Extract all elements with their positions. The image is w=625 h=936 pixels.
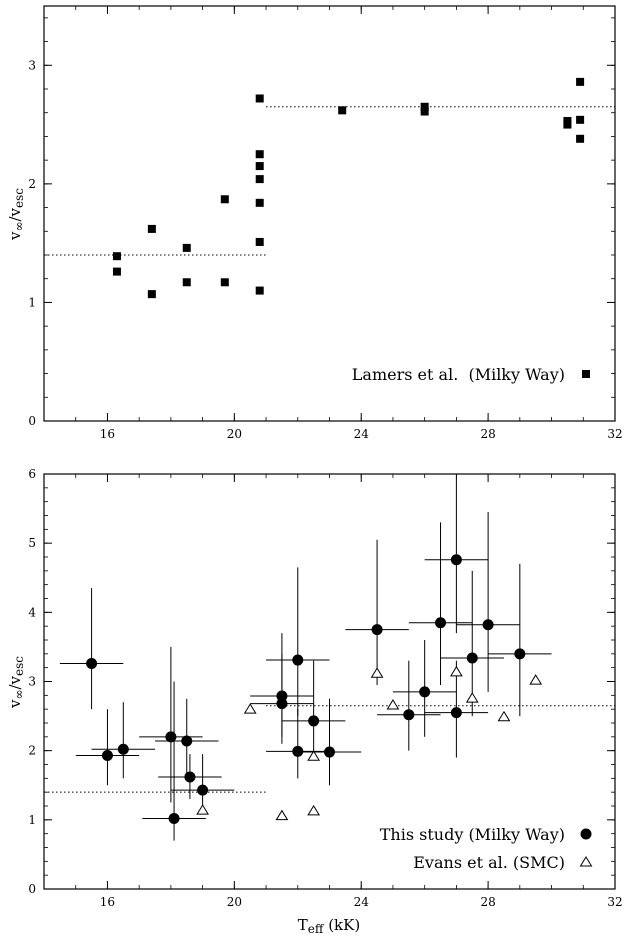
- this-study-circle-point: [184, 771, 196, 783]
- bottom-y-axis-label: v∞/vesc: [6, 656, 26, 709]
- top-legend: Lamers et al. (Milky Way): [352, 365, 590, 384]
- top-legend-square-marker: [582, 370, 590, 378]
- this-study-circle-point: [466, 652, 478, 664]
- evans-triangle-point: [529, 674, 543, 685]
- evans-triangle-point: [386, 699, 400, 710]
- top-legend-label: Lamers et al. (Milky Way): [352, 365, 565, 384]
- lamers-square-point: [220, 195, 229, 204]
- bottom-legend-circle-marker: [580, 828, 592, 840]
- this-study-circle-point: [324, 746, 335, 758]
- evans-triangle-point: [497, 710, 511, 722]
- evans-triangle-point: [307, 750, 321, 761]
- evans-triangle-point: [465, 692, 479, 703]
- lamers-square-point: [576, 115, 585, 124]
- x-tick-label: 16: [100, 427, 115, 441]
- lamers-square-point: [338, 106, 347, 115]
- y-tick-label: 3: [28, 675, 36, 689]
- lamers-square-point: [563, 120, 572, 129]
- this-study-circle-point: [101, 750, 113, 762]
- y-tick-label: 1: [28, 295, 36, 309]
- lamers-square-point: [255, 198, 264, 207]
- this-study-circle-point: [117, 743, 129, 755]
- bottom-x-axis-label: Teff (kK): [298, 916, 360, 936]
- bottom-reference-lines: [44, 705, 615, 793]
- bottom-data-points: [86, 554, 543, 824]
- evans-triangle-point: [243, 703, 257, 714]
- this-study-circle-point: [435, 617, 447, 629]
- bottom-legend-label-evans: Evans et al. (SMC): [413, 853, 565, 872]
- this-study-circle-point: [403, 709, 415, 721]
- y-tick-label: 0: [28, 414, 36, 428]
- x-tick-label: 16: [100, 895, 115, 909]
- this-study-circle-point: [276, 690, 288, 702]
- this-study-circle-point: [482, 619, 494, 631]
- this-study-circle-point: [276, 698, 288, 710]
- bottom-axis-ticks: 16 20 24 28 32 0 1 2 3 4 5 6: [28, 467, 622, 909]
- lamers-square-point: [420, 107, 429, 116]
- y-tick-label: 1: [28, 813, 36, 827]
- y-tick-label: 2: [28, 744, 36, 758]
- x-tick-label: 20: [227, 427, 242, 441]
- lamers-square-point: [576, 134, 585, 143]
- lamers-square-point: [576, 77, 585, 86]
- this-study-circle-point: [86, 658, 98, 670]
- x-tick-label: 24: [354, 895, 370, 909]
- bottom-legend-triangle-marker: [579, 856, 593, 867]
- x-tick-label: 32: [607, 895, 622, 909]
- this-study-circle-point: [371, 624, 383, 636]
- lamers-square-point: [182, 243, 191, 252]
- evans-triangle-point: [449, 665, 463, 677]
- top-y-axis-label: v∞/vesc: [6, 188, 26, 241]
- x-tick-label: 32: [607, 427, 622, 441]
- top-reference-lines: [44, 106, 615, 256]
- y-tick-label: 3: [28, 58, 36, 72]
- lamers-square-point: [220, 278, 229, 287]
- this-study-circle-point: [168, 812, 180, 824]
- lamers-square-point: [255, 150, 264, 159]
- top-axis-ticks: 16 20 24 28 32 0 1 2 3: [28, 6, 623, 441]
- lamers-square-point: [255, 162, 264, 171]
- this-study-circle-point: [419, 686, 431, 698]
- this-study-circle-point: [292, 745, 304, 757]
- lamers-square-point: [147, 290, 156, 299]
- this-study-circle-point: [450, 554, 462, 566]
- x-tick-label: 24: [354, 427, 370, 441]
- lamers-square-point: [112, 267, 121, 276]
- x-tick-label: 28: [480, 895, 495, 909]
- this-study-circle-point: [165, 731, 177, 743]
- y-tick-label: 5: [28, 536, 36, 550]
- top-data-points: [112, 77, 585, 299]
- bottom-panel: 16 20 24 28 32 0 1 2 3 4 5 6 v∞/vesc Teff (kK) This…: [6, 467, 623, 936]
- bottom-legend: This study (Milky Way) Evans et al. (SMC…: [380, 825, 593, 872]
- x-tick-label: 20: [227, 895, 242, 909]
- this-study-circle-point: [181, 735, 193, 747]
- lamers-square-point: [420, 102, 429, 111]
- top-panel: 16 20 24 28 32 0 1 2 3 v∞/vesc Lamers et al. (Mi…: [6, 5, 623, 441]
- lamers-square-point: [255, 237, 264, 246]
- evans-triangle-point: [370, 667, 384, 678]
- this-study-circle-point: [308, 715, 320, 727]
- lamers-square-point: [255, 286, 264, 295]
- y-tick-label: 4: [28, 605, 36, 619]
- evans-triangle-point: [196, 804, 210, 815]
- y-tick-label: 2: [28, 177, 36, 191]
- evans-triangle-point: [307, 804, 321, 816]
- y-tick-label: 6: [28, 467, 36, 481]
- lamers-square-point: [147, 224, 156, 233]
- bottom-legend-label-this-study: This study (Milky Way): [380, 825, 565, 844]
- lamers-square-point: [112, 252, 121, 261]
- this-study-circle-point: [514, 648, 526, 660]
- lamers-square-point: [182, 278, 191, 287]
- lamers-square-point: [255, 175, 264, 184]
- evans-triangle-point: [275, 809, 289, 821]
- bottom-error-bars: [59, 474, 552, 841]
- x-tick-label: 28: [480, 427, 495, 441]
- top-plot-frame: [43, 5, 616, 422]
- this-study-circle-point: [197, 784, 209, 796]
- y-tick-label: 0: [28, 882, 36, 896]
- lamers-square-point: [255, 94, 264, 103]
- this-study-circle-point: [450, 707, 462, 719]
- this-study-circle-point: [292, 654, 304, 666]
